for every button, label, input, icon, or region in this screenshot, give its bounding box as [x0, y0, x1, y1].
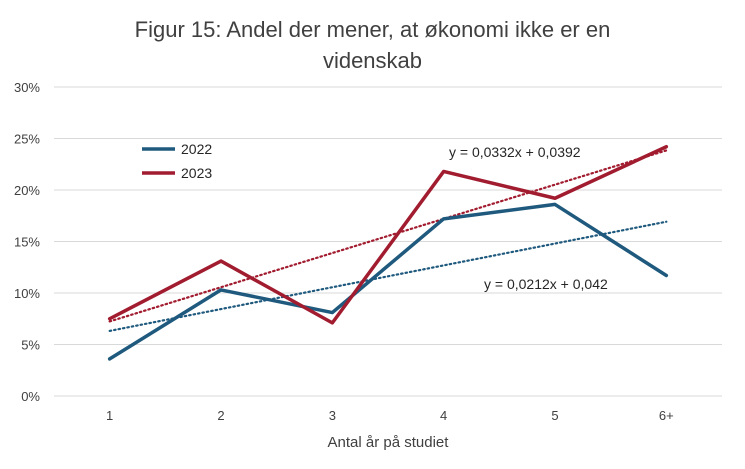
data-point-2023	[442, 170, 445, 173]
y-tick-label: 15%	[14, 235, 40, 250]
trendlines	[108, 149, 668, 333]
x-tick-label: 6+	[659, 408, 674, 423]
data-point-2023	[331, 321, 334, 325]
data-point-2023	[665, 145, 668, 148]
data-point-2022	[553, 203, 557, 206]
y-tick-label: 10%	[14, 286, 40, 301]
legend: 2022 2023	[142, 141, 212, 181]
x-axis-label: Antal år på studiet	[328, 434, 450, 451]
x-tick-label: 3	[329, 408, 336, 423]
data-point-2022	[331, 311, 334, 314]
data-point-2022	[108, 357, 111, 361]
x-axis-tick-labels: 1 2 3 4 5 6+	[106, 408, 674, 423]
legend-label-2022: 2022	[181, 141, 212, 157]
data-point-2022	[442, 217, 445, 221]
trendline-equation-2023: y = 0,0332x + 0,0392	[449, 144, 581, 160]
data-point-2023	[553, 197, 557, 200]
series-lines	[107, 144, 669, 361]
y-tick-label: 25%	[14, 132, 40, 147]
trendline-equation-2022: y = 0,0212x + 0,042	[484, 276, 608, 292]
data-point-2023	[219, 259, 223, 263]
y-tick-label: 20%	[14, 183, 40, 198]
chart-title-line-1: Figur 15: Andel der mener, at økonomi ik…	[134, 17, 611, 42]
data-point-2023	[108, 317, 111, 320]
data-point-2022	[219, 288, 223, 292]
x-tick-label: 2	[217, 408, 224, 423]
chart-title: Figur 15: Andel der mener, at økonomi ik…	[0, 14, 745, 76]
series-line-2023	[107, 144, 669, 325]
legend-label-2023: 2023	[181, 165, 212, 181]
series-line-2022	[107, 202, 669, 361]
x-tick-label: 4	[440, 408, 447, 423]
gridlines	[54, 86, 722, 397]
y-axis-tick-labels: 0% 5% 10% 15% 20% 25% 30%	[14, 80, 40, 404]
x-tick-label: 1	[106, 408, 113, 423]
trendline-2023	[108, 149, 668, 323]
y-tick-label: 0%	[21, 389, 40, 404]
trendline-2022	[108, 220, 668, 333]
y-tick-label: 5%	[21, 338, 40, 353]
y-tick-label: 30%	[14, 80, 40, 95]
x-tick-label: 5	[551, 408, 558, 423]
chart-title-line-2: videnskab	[322, 48, 423, 73]
data-point-2022	[665, 274, 668, 277]
